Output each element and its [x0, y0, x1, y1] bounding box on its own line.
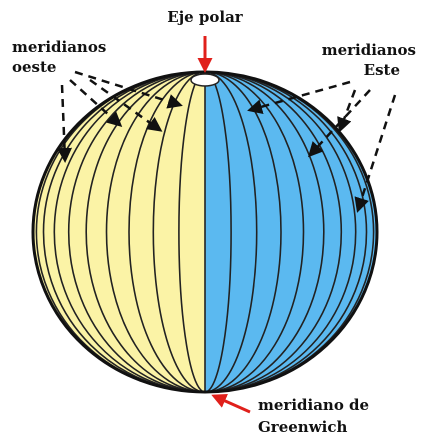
meridian	[152, 72, 206, 392]
meridian	[204, 72, 305, 392]
label-greenwich: Greenwich	[258, 418, 347, 436]
arrow	[74, 70, 183, 109]
label-polar-axis: Eje polar	[167, 8, 244, 26]
meridian	[67, 72, 206, 392]
label-west: oeste	[12, 58, 56, 76]
pole	[190, 73, 220, 87]
arrow	[354, 94, 397, 213]
meridian	[128, 72, 206, 392]
meridian	[178, 72, 206, 392]
meridian	[204, 72, 368, 392]
arrow	[247, 80, 351, 114]
arrow	[337, 89, 357, 133]
label-greenwich: meridiano de	[258, 396, 369, 414]
meridian	[204, 72, 282, 392]
arrow	[57, 84, 73, 163]
arrow	[69, 79, 123, 128]
arrow	[89, 78, 163, 132]
label-east: Este	[364, 61, 400, 79]
meridian	[204, 72, 232, 392]
meridian	[204, 72, 343, 392]
west-arrows	[57, 70, 183, 163]
label-west: meridianos	[12, 38, 106, 56]
label-east: meridianos	[322, 41, 416, 59]
east-arrows	[247, 80, 397, 213]
meridian	[105, 72, 206, 392]
greenwich-arrow	[211, 394, 251, 414]
meridian	[85, 72, 206, 392]
meridian	[204, 72, 357, 392]
meridian	[204, 72, 325, 392]
meridian	[204, 72, 258, 392]
